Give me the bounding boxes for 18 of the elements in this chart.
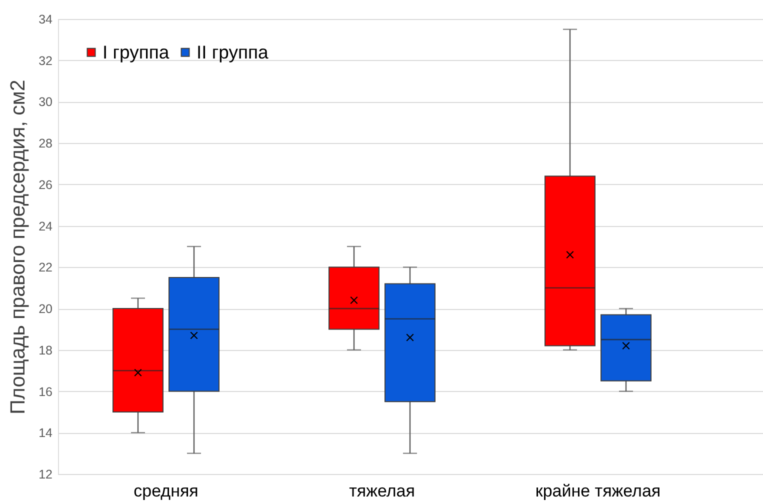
x-tick-label: тяжелая xyxy=(349,482,415,500)
y-tick-label: 24 xyxy=(38,219,53,234)
x-tick-label: крайне тяжелая xyxy=(535,482,661,500)
y-tick-label: 28 xyxy=(38,136,53,151)
y-tick-label: 12 xyxy=(38,468,53,482)
legend-label: I группа xyxy=(102,41,170,62)
y-tick-label: 20 xyxy=(38,302,53,316)
y-axis-title: Площадь правого предсердия, см2 xyxy=(6,80,30,414)
y-tick-label: 16 xyxy=(38,384,53,399)
x-tick-label: средняя xyxy=(134,482,198,500)
y-tick-label: 30 xyxy=(38,95,53,110)
y-tick-label: 22 xyxy=(38,260,53,275)
y-tick-label: 14 xyxy=(38,426,53,440)
y-tick-label: 18 xyxy=(38,343,53,358)
y-tick-label: 32 xyxy=(38,54,53,68)
y-tick-label: 34 xyxy=(38,12,53,26)
y-tick-label: 26 xyxy=(38,178,53,192)
legend-label: II группа xyxy=(196,41,270,62)
